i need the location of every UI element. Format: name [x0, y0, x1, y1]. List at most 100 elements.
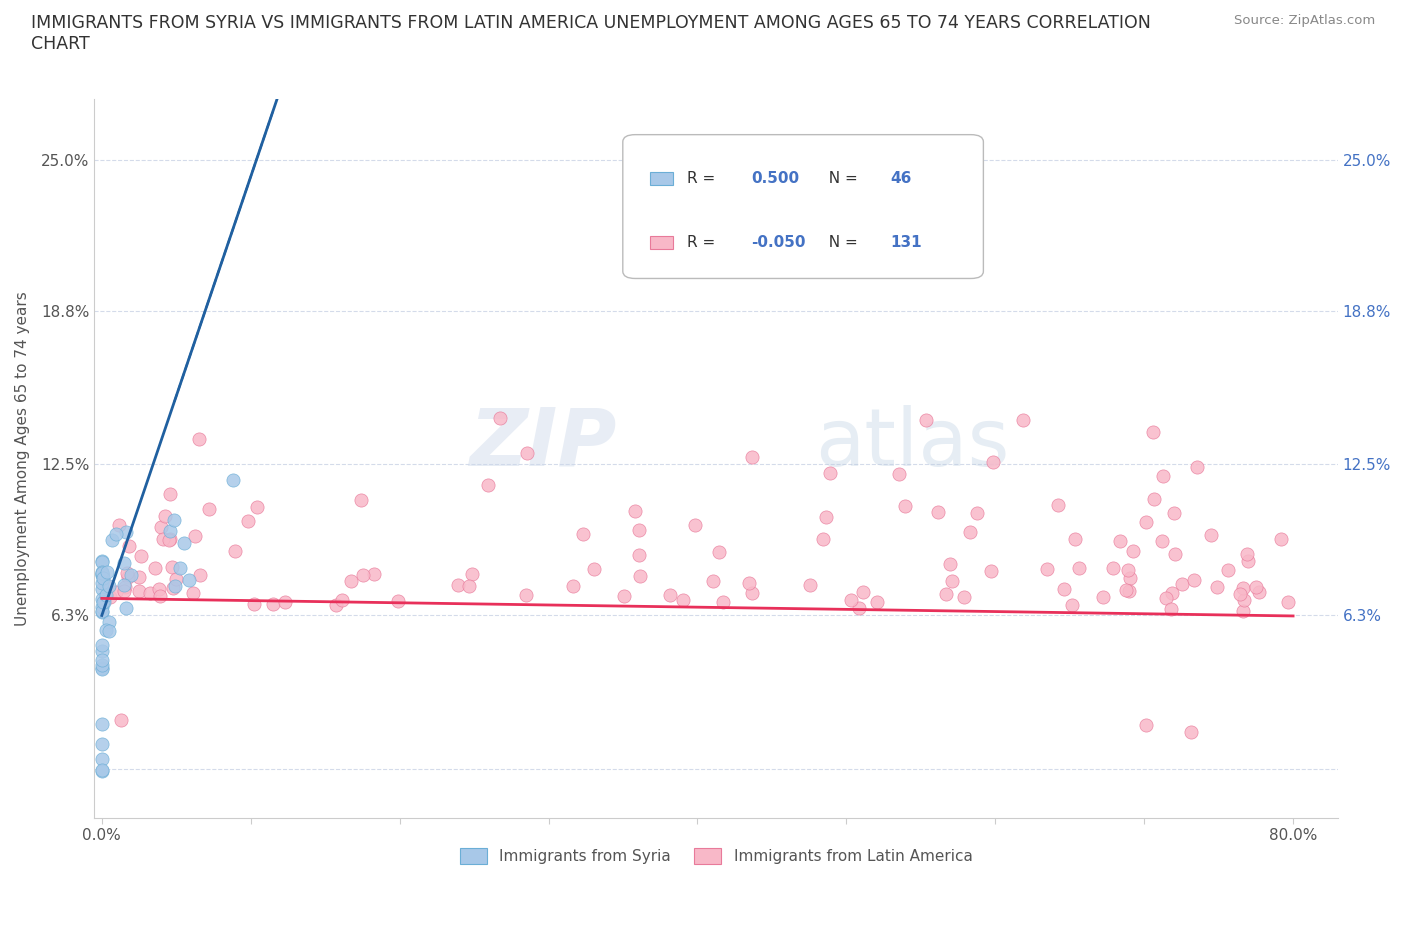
Point — [98, 578, 121, 593]
Point — [90, 762, 112, 777]
Point — [848, 601, 870, 616]
Point — [941, 573, 963, 588]
Point — [148, 581, 170, 596]
Point — [1270, 531, 1292, 546]
Point — [516, 445, 538, 460]
Point — [110, 712, 132, 727]
Point — [1160, 585, 1182, 600]
Point — [1277, 594, 1299, 609]
Point — [90, 566, 112, 581]
Point — [959, 525, 981, 539]
Point — [1135, 514, 1157, 529]
Text: R =: R = — [688, 170, 721, 186]
Point — [190, 568, 212, 583]
Point — [131, 548, 153, 563]
Point — [90, 716, 112, 731]
Point — [1236, 547, 1258, 562]
Text: R =: R = — [688, 235, 721, 250]
Point — [155, 509, 177, 524]
Point — [477, 478, 499, 493]
Point — [173, 536, 195, 551]
Point — [262, 597, 284, 612]
Point — [120, 567, 142, 582]
Point — [246, 499, 269, 514]
Point — [90, 565, 112, 580]
Point — [112, 583, 135, 598]
Point — [188, 432, 211, 446]
Point — [1115, 583, 1137, 598]
Point — [96, 565, 118, 579]
Point — [738, 576, 761, 591]
Point — [94, 576, 117, 591]
Point — [107, 518, 129, 533]
Point — [1118, 584, 1140, 599]
Text: 0.500: 0.500 — [751, 170, 799, 186]
Point — [90, 658, 112, 672]
Point — [893, 498, 915, 513]
Point — [458, 578, 481, 593]
Point — [865, 594, 887, 609]
Point — [98, 590, 121, 604]
Point — [572, 526, 595, 541]
Point — [1116, 563, 1139, 578]
Text: N =: N = — [820, 170, 863, 186]
Point — [1232, 580, 1254, 595]
Point — [1216, 562, 1239, 577]
Point — [104, 526, 127, 541]
Point — [90, 661, 112, 676]
Point — [91, 595, 114, 610]
Point — [105, 585, 128, 600]
Point — [935, 587, 957, 602]
Point — [1102, 560, 1125, 575]
Point — [515, 588, 537, 603]
Point — [813, 532, 835, 547]
Point — [118, 538, 141, 553]
Text: 131: 131 — [890, 235, 922, 250]
Point — [460, 566, 482, 581]
Point — [160, 560, 183, 575]
Point — [152, 531, 174, 546]
Point — [1247, 584, 1270, 599]
Point — [1182, 572, 1205, 587]
Point — [363, 566, 385, 581]
Point — [1092, 590, 1115, 604]
Point — [163, 578, 186, 593]
Point — [980, 564, 1002, 578]
Point — [915, 412, 938, 427]
Point — [90, 751, 112, 766]
Bar — [650, 172, 672, 184]
Point — [707, 545, 730, 560]
Point — [447, 578, 470, 592]
Point — [91, 570, 114, 585]
Point — [159, 532, 181, 547]
Point — [582, 562, 605, 577]
Point — [741, 586, 763, 601]
Point — [799, 578, 821, 592]
Point — [1064, 531, 1087, 546]
Point — [114, 579, 136, 594]
Point — [1067, 560, 1090, 575]
Point — [90, 652, 112, 667]
Point — [1060, 597, 1083, 612]
Point — [1142, 425, 1164, 440]
Point — [927, 504, 949, 519]
Point — [624, 503, 647, 518]
Point — [162, 580, 184, 595]
Point — [839, 593, 862, 608]
Point — [1150, 534, 1173, 549]
Point — [1244, 579, 1267, 594]
Point — [1012, 413, 1035, 428]
Point — [613, 589, 636, 604]
Point — [117, 569, 139, 584]
Point — [981, 454, 1004, 469]
Point — [97, 615, 120, 630]
Point — [98, 623, 121, 638]
Text: -0.050: -0.050 — [751, 235, 806, 250]
Point — [238, 513, 260, 528]
Point — [1180, 725, 1202, 740]
Point — [711, 594, 734, 609]
Point — [90, 737, 112, 751]
Point — [90, 600, 112, 615]
Point — [90, 604, 112, 618]
Point — [352, 567, 374, 582]
